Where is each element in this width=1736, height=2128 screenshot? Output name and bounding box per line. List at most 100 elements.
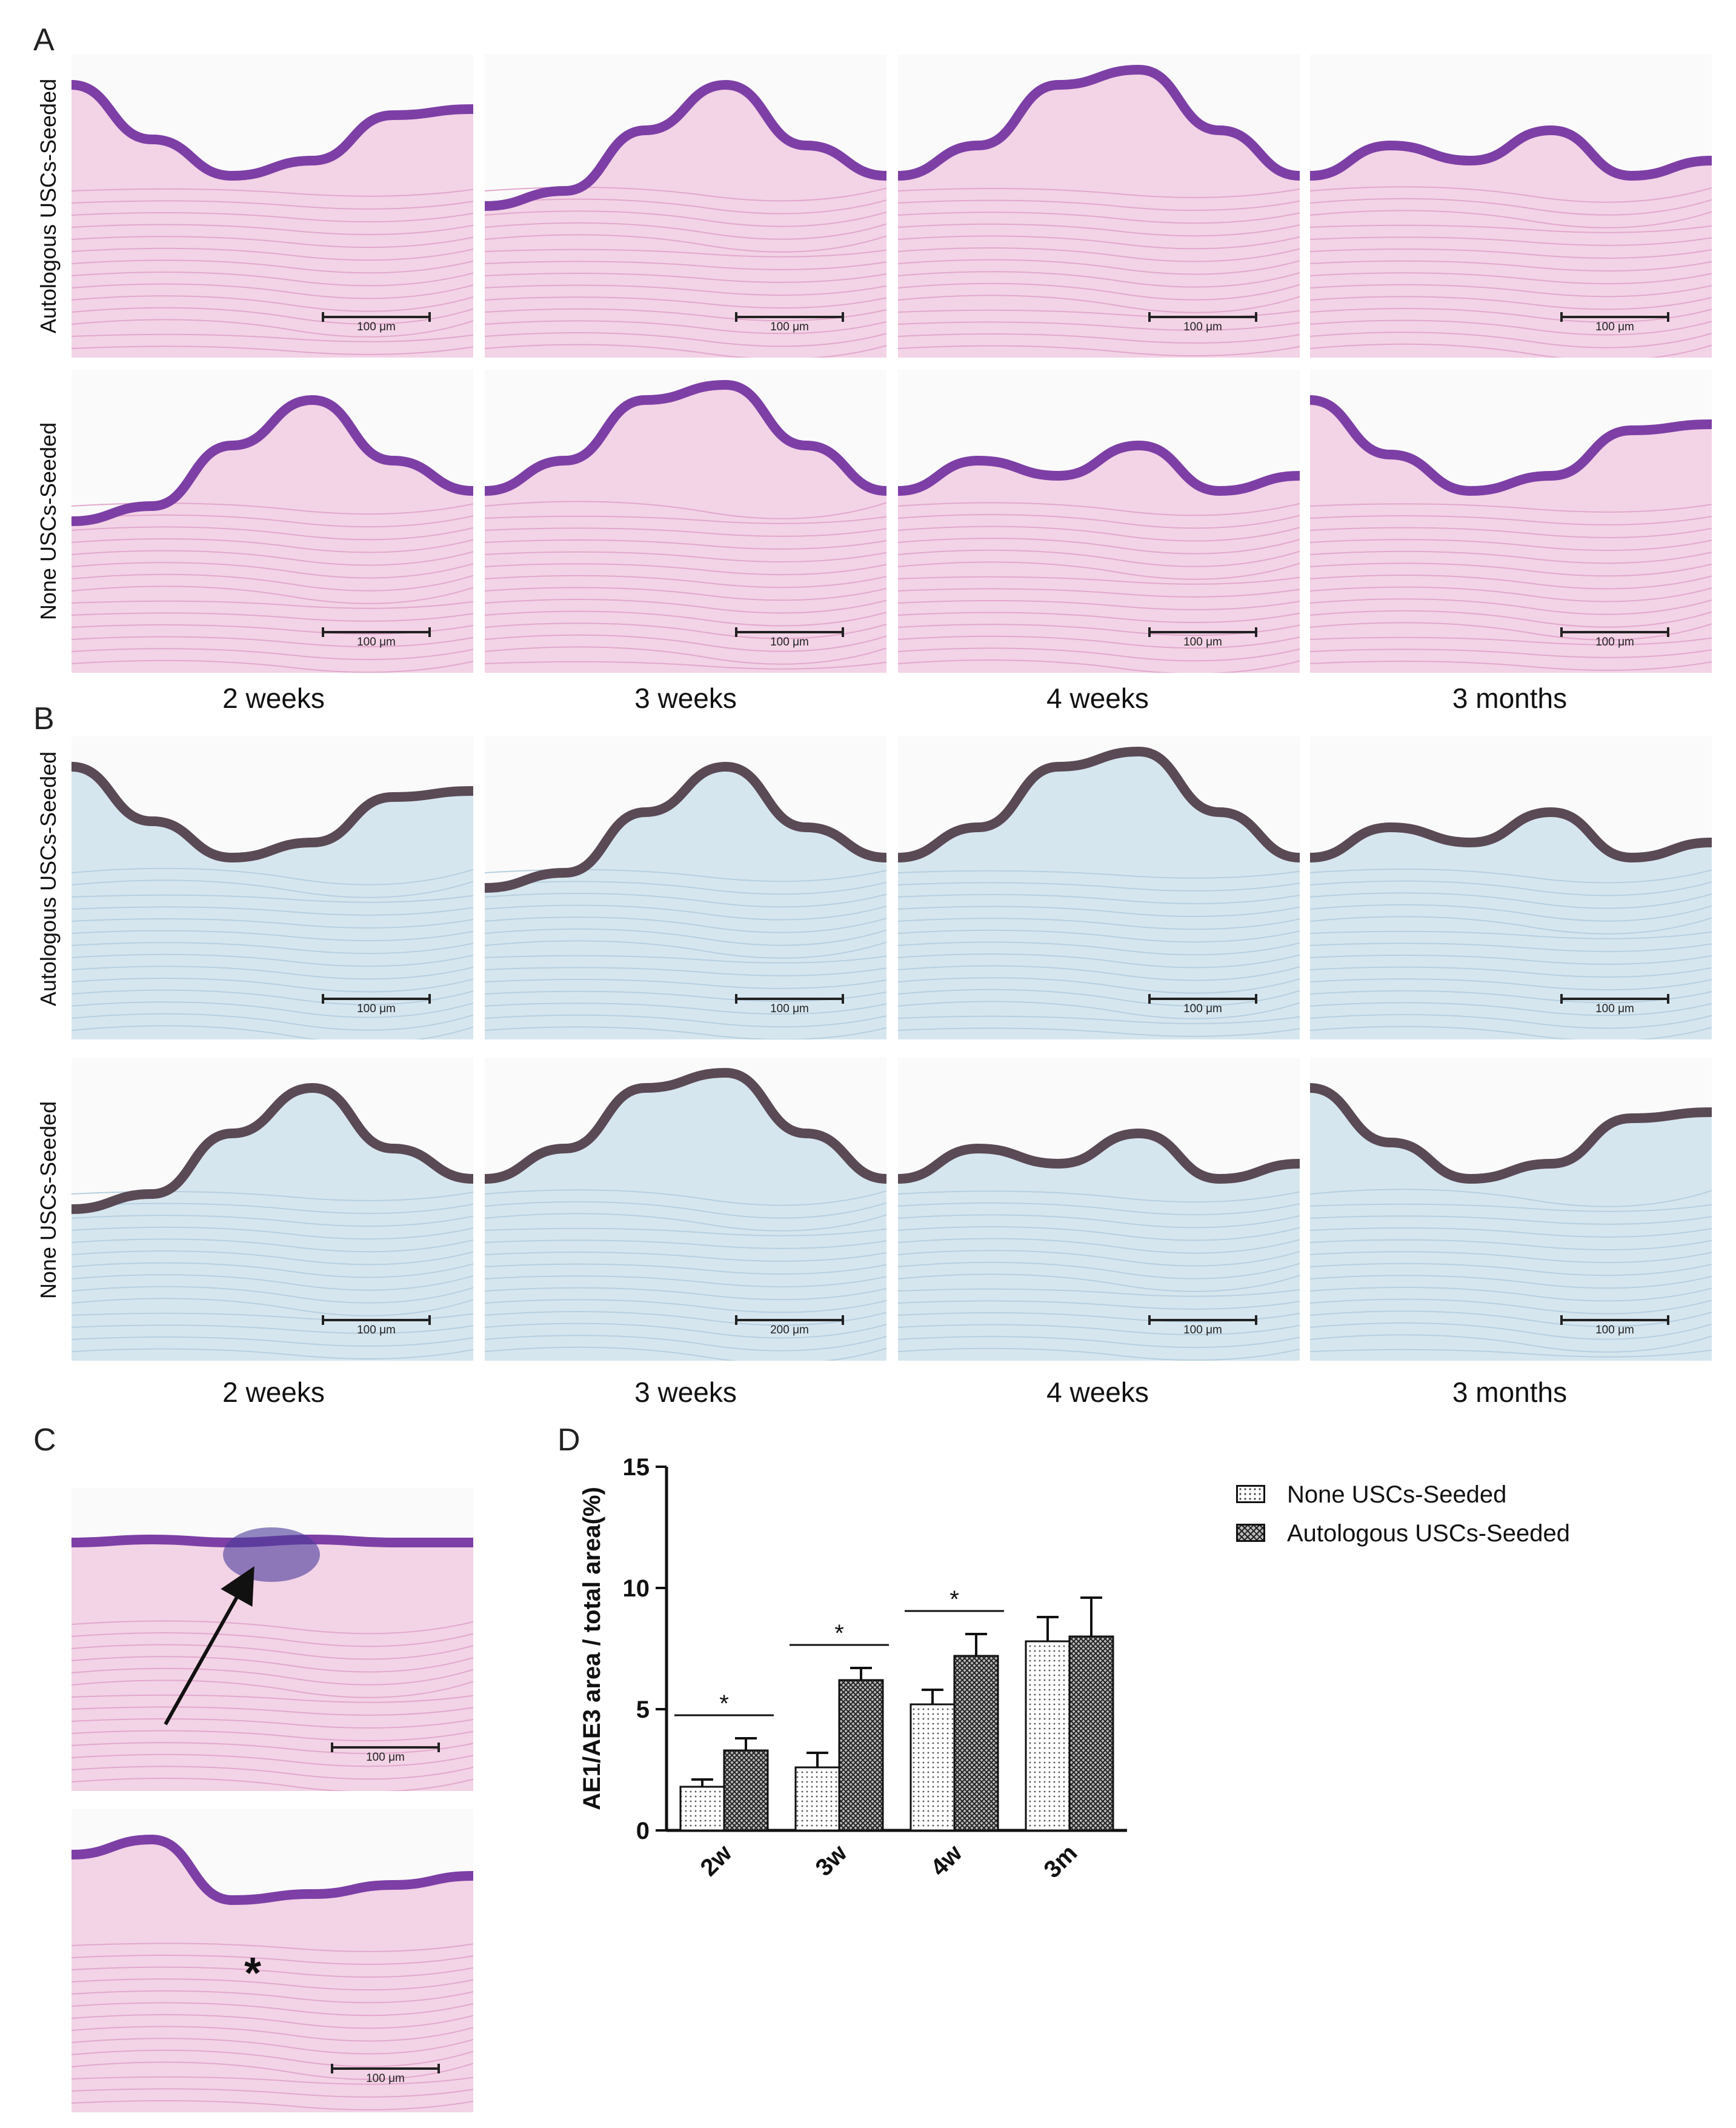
scale-bar: 100 μm <box>1148 1315 1257 1339</box>
micrograph-fibre <box>485 1335 886 1352</box>
micrograph-fibre <box>485 575 886 589</box>
micrograph-fibre <box>485 646 886 665</box>
micrograph-fibre <box>1310 272 1712 285</box>
micrograph-a-autologous-4: 100 μm <box>1310 55 1712 358</box>
micrograph-fibre <box>1310 892 1712 909</box>
micrograph-fibre <box>898 1027 1300 1037</box>
x-tick-label-3m: 3m <box>1039 1839 1082 1883</box>
micrograph-fibre <box>1310 332 1712 349</box>
micrograph-fibre <box>1310 990 1712 1004</box>
x-tick-label-4w: 4w <box>926 1839 968 1881</box>
micrograph-fibre <box>898 199 1300 212</box>
micrograph-fibre <box>72 1778 473 1791</box>
micrograph-fibre <box>485 248 886 258</box>
micrograph-fibre <box>72 600 473 609</box>
micrograph-epithelium <box>1310 807 1712 863</box>
micrograph-fibre <box>1310 610 1712 628</box>
micrograph-fibre <box>72 247 473 261</box>
micrograph-fibre <box>485 320 886 335</box>
micrograph-fibre <box>485 1201 886 1219</box>
micrograph-fibre <box>898 1324 1300 1336</box>
micrograph-fibre <box>72 1718 473 1729</box>
micrograph-fibre <box>485 661 886 670</box>
micrograph-fibre <box>1310 503 1712 513</box>
micrograph-fibre <box>898 612 1300 624</box>
legend-swatch-dotted <box>1236 1485 1265 1503</box>
micrograph-epithelium <box>1310 395 1712 496</box>
time-label-a-3w: 3 weeks <box>634 682 737 714</box>
micrograph-fibre <box>898 929 1300 943</box>
micrograph-fibre <box>72 2088 473 2098</box>
micrograph-fibre <box>72 272 473 287</box>
micrograph-epithelium <box>898 746 1300 862</box>
micrograph-fibre <box>72 1001 473 1018</box>
scale-bar: 200 μm <box>735 1315 844 1339</box>
micrograph-fibre <box>898 1336 1300 1349</box>
scale-bar-label: 100 μm <box>770 1002 809 1015</box>
scale-bar: 100 μm <box>1560 994 1669 1018</box>
micrograph-epithelium <box>1310 125 1712 181</box>
micrograph-fibre <box>485 893 886 908</box>
micrograph-fibre <box>485 198 886 215</box>
row-label-a-none: None USCs-Seeded <box>36 422 61 621</box>
micrograph-stroma <box>72 400 473 673</box>
micrograph-fibre <box>898 561 1300 580</box>
micrograph-fibre <box>1310 1322 1712 1340</box>
y-tick-label: 0 <box>636 1818 650 1844</box>
scale-bar-line <box>1148 312 1257 322</box>
micrograph-fibre <box>72 2014 473 2029</box>
micrograph-fibre <box>72 989 473 1006</box>
micrograph-fibre <box>72 659 473 673</box>
micrograph-fibre <box>898 1226 1300 1241</box>
micrograph-stroma <box>72 1839 473 2112</box>
micrograph-fibre <box>72 918 473 929</box>
micrograph-fibre <box>1310 942 1712 952</box>
micrograph-stroma <box>72 1088 473 1361</box>
y-tick-label: 15 <box>623 1454 650 1481</box>
micrograph-fibre <box>485 273 886 283</box>
scale-bar-line <box>1560 1315 1669 1325</box>
micrograph-fibre <box>1310 978 1712 991</box>
scale-bar-label: 100 μm <box>1595 636 1634 649</box>
micrograph-epithelium <box>485 79 886 211</box>
micrograph-fibre <box>898 525 1300 542</box>
micrograph-fibre <box>1310 210 1712 228</box>
micrograph-fibre <box>72 894 473 903</box>
micrograph-fibre <box>72 1262 473 1278</box>
micrograph-fibre <box>485 1002 886 1015</box>
micrograph-fibre <box>1310 1014 1712 1029</box>
micrograph-fibre <box>898 1273 1300 1292</box>
micrograph-fibre <box>485 940 886 959</box>
micrograph-stroma <box>1310 1088 1712 1361</box>
micrograph-fibre <box>72 224 473 236</box>
micrograph-fibre <box>72 1202 473 1215</box>
micrograph-fibre <box>898 1238 1300 1254</box>
micrograph-epithelium <box>72 80 473 181</box>
time-label-a-4w: 4 weeks <box>1046 682 1149 714</box>
micrograph-fibre <box>72 1250 473 1266</box>
micrograph-fibre <box>898 282 1300 301</box>
scale-bar-line <box>735 627 844 637</box>
micrograph-fibre <box>72 879 473 898</box>
micrograph-fibre <box>898 345 1300 357</box>
micrograph-fibre <box>485 1252 886 1262</box>
micrograph-fibre <box>1310 248 1712 259</box>
micrograph-fibre <box>1310 869 1712 884</box>
micrograph-fibre <box>898 514 1300 529</box>
micrograph-fibre <box>72 953 473 967</box>
scale-bar-label: 100 μm <box>1183 321 1222 333</box>
micrograph-fibre <box>485 967 886 976</box>
scale-bar-label: 100 μm <box>357 1002 396 1015</box>
micrograph-fibre <box>1310 198 1712 216</box>
bar-3m-autologous <box>1068 1635 1114 1832</box>
micrograph-fibre <box>485 904 886 921</box>
micrograph-fibre <box>898 989 1300 1007</box>
micrograph-epithelium <box>898 1128 1300 1184</box>
micrograph-stroma <box>485 767 886 1039</box>
micrograph-fibre <box>485 308 886 322</box>
micrograph-fibre <box>898 247 1300 262</box>
micrograph-fibre <box>72 1706 473 1716</box>
micrograph-fibre <box>1310 904 1712 922</box>
scale-bar: 100 μm <box>322 627 431 652</box>
micrograph-fibre <box>485 1213 886 1232</box>
